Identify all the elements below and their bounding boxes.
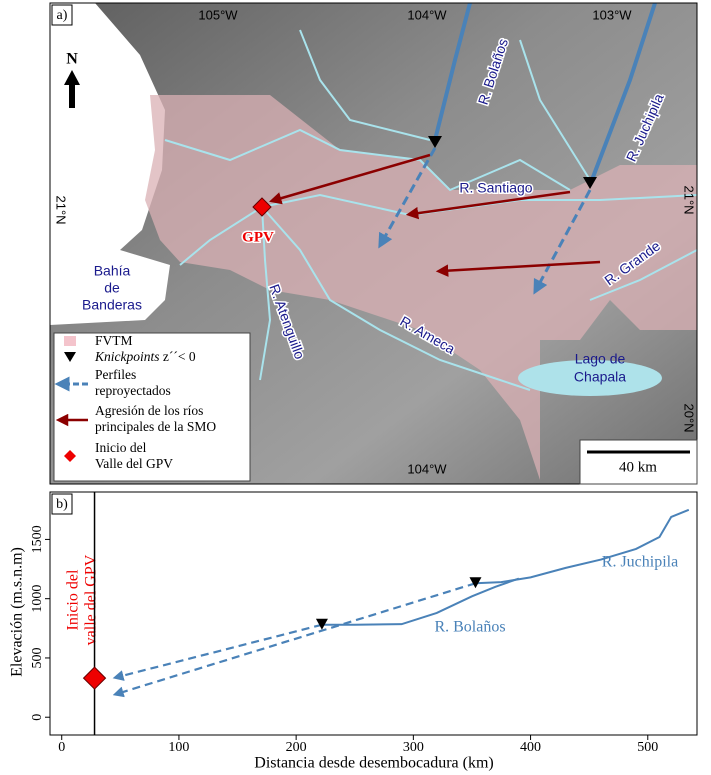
x-axis-label: Distancia desde desembocadura (km) — [254, 755, 493, 772]
lake — [518, 360, 662, 396]
place-label: Bahía — [94, 263, 131, 279]
knickpoint — [428, 136, 442, 148]
legend-label: FVTM — [95, 333, 133, 348]
legend-swatch — [64, 352, 76, 362]
place-label: Banderas — [82, 297, 142, 313]
annotation: Inicio del — [65, 569, 82, 630]
lat-label: 21°N — [682, 185, 697, 214]
panel-label: a) — [57, 8, 68, 23]
north-label: N — [66, 51, 78, 68]
gpv-marker — [82, 666, 107, 690]
map-frame — [49, 2, 698, 485]
x-tick-label: 400 — [520, 740, 541, 755]
legend-swatch — [64, 336, 76, 346]
lon-label: 104°W — [407, 7, 447, 22]
legend-expr: z´´< 0 — [163, 349, 196, 364]
legend-label: Inicio del — [95, 440, 147, 455]
legend-label: Valle del GPV — [95, 456, 173, 471]
river — [589, 249, 697, 301]
lon-label: 104°W — [407, 461, 447, 476]
river — [259, 206, 272, 381]
label-box — [51, 493, 73, 515]
knickpoint — [583, 177, 597, 189]
x-tick-label: 200 — [286, 740, 307, 755]
river — [299, 29, 591, 181]
lon-label: 105°W — [198, 7, 238, 22]
knickpoint — [315, 618, 328, 630]
y-tick-label: 500 — [30, 647, 45, 668]
label-box — [51, 4, 73, 26]
legend-label: Perfiles — [95, 367, 136, 382]
series-label: R. Juchipila — [602, 554, 678, 571]
x-tick-label: 100 — [168, 740, 189, 755]
x-tick-label: 0 — [58, 740, 65, 755]
knickpoint — [469, 577, 482, 589]
sea — [50, 3, 170, 325]
main-river — [433, 3, 472, 141]
annotation: valle del GPV — [83, 554, 100, 645]
scale-box — [579, 439, 698, 485]
reprojected-line — [112, 582, 476, 698]
fvtm-area — [145, 95, 697, 480]
place-label: Lago de — [575, 351, 626, 367]
aggression-arrow — [405, 190, 571, 220]
profile-line — [475, 508, 690, 585]
main-river — [588, 3, 657, 186]
legend-label: Knickpoints z´´< 0 — [94, 349, 196, 364]
scale-label: 40 km — [619, 459, 657, 475]
profile-line — [321, 577, 520, 626]
river — [179, 206, 263, 266]
y-axis-label: Elevación (m.s.n.m) — [9, 547, 26, 677]
legend — [53, 332, 251, 482]
place-label: Chapala — [574, 369, 626, 385]
north-arrow — [64, 70, 80, 108]
plot-frame — [49, 491, 698, 736]
lon-label: 103°W — [592, 7, 632, 22]
x-tick-label: 300 — [403, 740, 424, 755]
aggression-arrow — [435, 260, 601, 277]
x-tick-label: 500 — [637, 740, 658, 755]
y-tick-label: 1000 — [30, 585, 45, 613]
legend-swatch — [64, 450, 76, 462]
place-label: de — [104, 280, 120, 296]
y-tick-label: 1500 — [30, 525, 45, 553]
gpv-marker — [252, 197, 272, 217]
lat-label: 20°N — [682, 403, 697, 432]
reprojected-arrow — [378, 147, 437, 249]
legend-term: Knickpoints — [94, 349, 160, 364]
reprojected-line — [112, 623, 323, 681]
river-label: R. Santiago — [459, 180, 532, 196]
river — [164, 128, 571, 192]
panel-label: b) — [56, 497, 68, 512]
y-tick-label: 0 — [30, 714, 45, 721]
reprojected-arrow — [533, 189, 592, 295]
legend-label: Agresión de los ríos — [95, 403, 203, 418]
legend-label: principales de la SMO — [95, 419, 216, 434]
series-label: R. Bolaños — [434, 619, 505, 636]
legend-label: reproyectados — [95, 383, 171, 398]
river — [261, 206, 531, 391]
gpv-label: GPV — [242, 229, 274, 245]
lat-label: 21°N — [54, 195, 69, 224]
aggression-arrow — [268, 153, 431, 205]
